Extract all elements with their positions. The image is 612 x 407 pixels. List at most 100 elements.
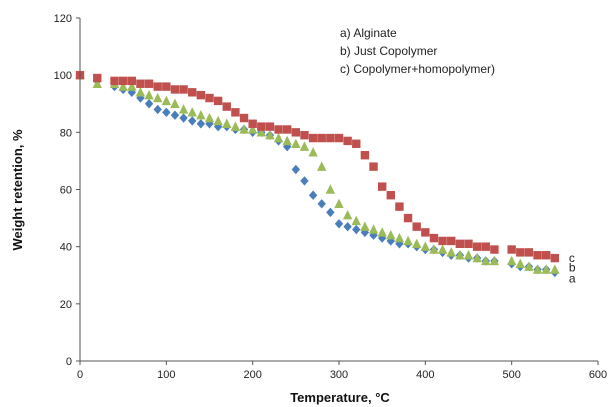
data-point <box>326 133 335 143</box>
x-tick-label: 0 <box>77 369 83 381</box>
data-point <box>92 78 102 88</box>
data-point <box>170 110 180 120</box>
data-point <box>222 102 231 111</box>
data-point <box>274 125 283 134</box>
data-point <box>455 239 465 249</box>
data-point <box>282 135 292 146</box>
data-point <box>196 119 206 129</box>
data-point <box>343 136 352 146</box>
data-point <box>231 108 240 117</box>
data-point <box>412 238 422 249</box>
data-point <box>291 138 301 148</box>
data-point <box>489 255 500 266</box>
data-point <box>395 202 404 211</box>
data-point <box>481 255 491 266</box>
data-point <box>360 221 370 231</box>
data-point <box>196 109 206 120</box>
data-point <box>524 261 534 271</box>
data-point <box>257 122 266 131</box>
legend-entry-b: b) Just Copolymer <box>340 44 437 58</box>
legend-entry-a: a) Alginate <box>340 26 397 40</box>
data-point <box>179 113 188 123</box>
y-tick-label: 0 <box>66 356 72 368</box>
data-point <box>239 124 249 134</box>
x-axis-title: Temperature, °C <box>290 390 390 405</box>
x-tick-label: 500 <box>502 369 520 381</box>
data-point <box>472 252 482 263</box>
series-end-label-a: a <box>569 271 576 285</box>
data-point <box>369 162 378 171</box>
data-point <box>403 235 413 246</box>
data-point <box>352 224 361 235</box>
data-point <box>300 176 309 186</box>
data-point <box>188 88 197 97</box>
legend-entry-c: c) Copolymer+homopolymer) <box>340 62 495 76</box>
data-point <box>213 115 223 126</box>
data-point <box>317 161 327 171</box>
data-point <box>412 222 421 231</box>
axis-ticks: 0 100 200 300 400 500 600 0 20 40 60 80 100 120 <box>54 13 608 381</box>
data-points <box>75 69 560 278</box>
data-point <box>144 79 154 88</box>
data-point <box>429 244 439 254</box>
data-point <box>516 248 525 257</box>
data-point <box>542 251 551 260</box>
data-point <box>247 124 258 134</box>
plot-axes <box>79 18 598 362</box>
data-point <box>394 232 405 243</box>
y-tick-label: 100 <box>54 70 72 82</box>
data-point <box>127 81 137 91</box>
data-point <box>334 133 344 143</box>
data-point <box>179 85 188 94</box>
data-point <box>351 215 361 226</box>
data-point <box>118 81 128 91</box>
data-point <box>144 99 154 109</box>
data-point <box>421 228 430 237</box>
data-point <box>187 107 197 117</box>
data-point <box>213 96 223 106</box>
data-point <box>205 93 214 103</box>
data-point <box>291 164 301 175</box>
data-point <box>352 139 361 148</box>
data-point <box>308 133 318 143</box>
data-point <box>213 121 223 132</box>
data-point <box>283 125 292 134</box>
data-point <box>136 79 145 88</box>
data-point <box>532 264 543 274</box>
data-point <box>325 184 336 194</box>
data-point <box>463 250 474 260</box>
data-point <box>300 130 309 140</box>
data-point <box>420 241 431 251</box>
data-point <box>507 245 516 254</box>
data-point <box>265 122 275 131</box>
data-point <box>161 95 172 106</box>
data-point <box>550 264 560 274</box>
data-point <box>153 92 163 103</box>
data-point <box>204 112 215 123</box>
data-point <box>93 73 102 83</box>
data-point <box>196 90 206 100</box>
data-point <box>308 147 318 157</box>
data-point <box>248 119 257 128</box>
data-point <box>265 129 275 140</box>
data-point <box>308 190 318 200</box>
data-point <box>256 127 266 137</box>
data-point <box>144 89 154 100</box>
data-point <box>170 85 180 94</box>
data-point <box>326 207 335 218</box>
series-b <box>75 69 560 274</box>
series-a <box>75 70 560 278</box>
data-point <box>403 213 413 223</box>
data-point <box>377 227 387 237</box>
data-point <box>317 199 326 209</box>
data-point <box>360 151 370 160</box>
data-point <box>343 221 352 232</box>
data-point <box>429 233 439 243</box>
data-point <box>447 236 456 246</box>
data-point <box>118 76 128 86</box>
data-point <box>481 242 490 251</box>
data-point <box>464 239 473 249</box>
data-point <box>153 82 162 91</box>
data-point <box>334 219 344 229</box>
